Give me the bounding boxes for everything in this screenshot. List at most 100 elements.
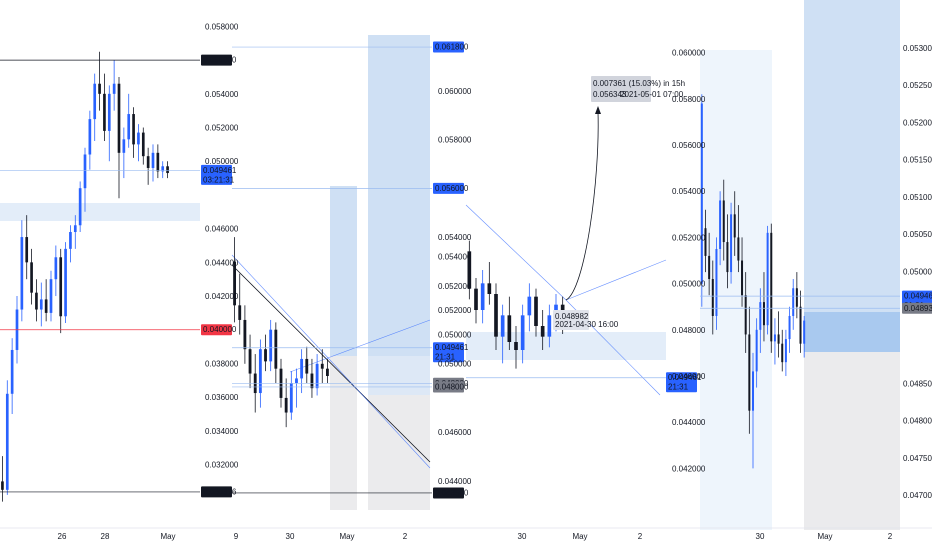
candle-body	[744, 295, 747, 335]
candle-body	[730, 214, 733, 273]
candle-body	[474, 288, 478, 310]
chart-marks	[0, 46, 900, 502]
candle-body	[238, 305, 242, 320]
candle-body	[161, 166, 165, 172]
candle-body	[146, 156, 150, 168]
candle-body	[5, 393, 9, 490]
x-tick-label: 2	[888, 532, 893, 541]
candle-body	[233, 261, 236, 306]
candle-body	[487, 283, 492, 294]
price-tag-timer: 03:21:31	[203, 175, 235, 184]
candle-body	[781, 343, 784, 363]
candle-body	[799, 306, 802, 344]
candle-body	[770, 232, 773, 342]
y-tick-label: 0.054000	[205, 90, 239, 99]
candle-body	[700, 103, 703, 284]
y-tick-label: 0.054000	[438, 253, 472, 262]
long-position-target-zone	[330, 186, 357, 356]
candle-body	[534, 296, 538, 326]
candle-body	[156, 152, 160, 172]
y-tick-label: 0.056000	[672, 141, 706, 150]
candle-body	[78, 188, 82, 226]
y-tick-label: 0.052000	[672, 233, 706, 242]
candle-body	[127, 114, 131, 140]
candle-body	[514, 342, 518, 350]
price-tag-label: 0.043500	[435, 488, 469, 497]
long-position-stop-zone	[330, 356, 357, 510]
price-tag	[433, 487, 464, 499]
x-tick-label: 30	[756, 532, 765, 541]
trend-line	[565, 259, 667, 301]
candle-body	[98, 83, 101, 94]
y-tick-label: 0.032000	[205, 461, 239, 470]
measure-tooltip-text: 2021-05-01 07:00	[620, 90, 684, 99]
candle-body	[141, 132, 145, 157]
trend-line	[465, 204, 567, 301]
support-zone	[0, 203, 200, 221]
chart-labels: 0.0560000.04946103:21:310.0400000.030376…	[58, 22, 932, 541]
x-tick-label: 9	[234, 532, 239, 541]
candle-body	[64, 248, 67, 317]
price-tag-timer: 21:31	[668, 383, 689, 392]
measure-tooltip-text: 0.056343	[593, 90, 627, 99]
candle-body	[762, 302, 765, 326]
y-tick-label: 0.034000	[205, 427, 239, 436]
y-tick-label: 0.044000	[672, 418, 706, 427]
x-tick-label: May	[572, 532, 587, 541]
price-tag-label: 0.049461	[904, 292, 932, 301]
candle-body	[494, 294, 498, 337]
y-tick-label: 0.044000	[438, 477, 472, 486]
candle-body	[755, 329, 758, 372]
candle-body	[269, 329, 273, 362]
candle-body	[500, 315, 505, 337]
candle-body	[20, 237, 24, 310]
candle-body	[795, 288, 798, 307]
y-tick-label: 0.052000	[438, 282, 472, 291]
candle-body	[300, 358, 304, 379]
candle-body	[722, 200, 725, 243]
candle-body	[30, 262, 33, 293]
y-tick-label: 0.046000	[672, 372, 706, 381]
candle-body	[93, 83, 97, 120]
chart-background	[0, 0, 932, 530]
price-tag-label: 0.048000	[435, 382, 469, 391]
candle-body	[766, 232, 769, 326]
point-tooltip-text: 0.048982	[555, 312, 589, 321]
y-tick-label: 0.054000	[672, 187, 706, 196]
price-tag	[201, 324, 232, 336]
candle-body	[527, 296, 532, 316]
y-tick-label: 0.058000	[205, 22, 239, 31]
price-tag-timer: 21:31	[435, 353, 456, 362]
y-tick-label: 0.060000	[438, 87, 472, 96]
candle-body	[741, 260, 744, 296]
candle-body	[1, 481, 4, 490]
candle-body	[103, 93, 106, 131]
price-tag-label: 0.049461	[203, 166, 237, 175]
projection-curve	[565, 111, 599, 301]
candle-body	[310, 373, 314, 389]
price-tag-label: 0.040000	[203, 325, 237, 334]
long-position-stop-zone	[804, 352, 900, 530]
point-tooltip-text: 2021-04-30 16:00	[555, 320, 619, 329]
candle-body	[507, 315, 512, 342]
candle-body	[733, 214, 736, 238]
candle-body	[39, 299, 43, 310]
candle-body	[69, 232, 72, 249]
candle-body	[467, 251, 472, 289]
long-position-stop-zone	[368, 395, 430, 510]
y-tick-label: 0.048000	[903, 417, 932, 426]
candle-body	[803, 320, 806, 344]
candle-body	[715, 248, 718, 316]
candle-body	[73, 225, 77, 233]
candle-body	[107, 93, 111, 131]
long-position-entry-gap	[368, 356, 430, 395]
candle-body	[88, 119, 92, 155]
candle-body	[737, 237, 740, 261]
price-tag	[433, 381, 464, 393]
y-tick-label: 0.054000	[438, 233, 472, 242]
